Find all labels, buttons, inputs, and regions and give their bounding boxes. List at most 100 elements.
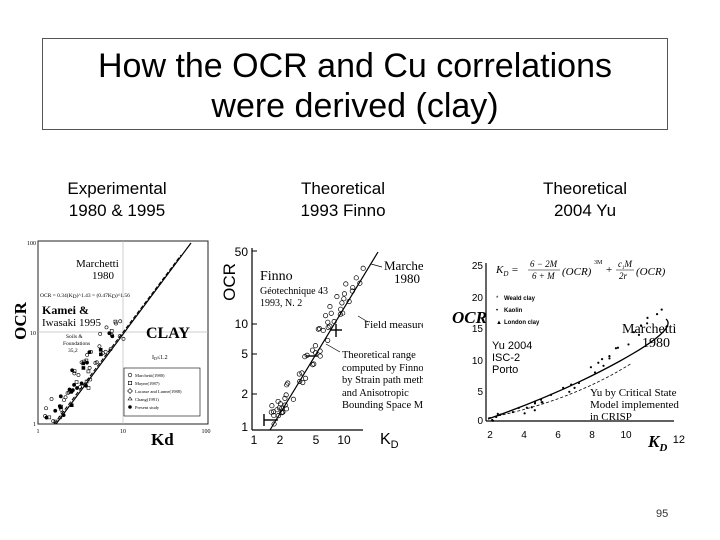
p2-data-point (309, 347, 316, 353)
p3-eq-plus: + (606, 264, 612, 276)
p3-data-point (602, 364, 605, 367)
p2-data-point (297, 378, 303, 384)
p1-data-point (114, 321, 118, 326)
p1-data-point (49, 397, 54, 401)
p3-equation: KD = (495, 264, 519, 278)
column-label-experimental: Experimental 1980 & 1995 (67, 179, 167, 220)
p2-data-point (310, 362, 316, 368)
p3-eq-ocr1: (OCR) (562, 266, 592, 278)
p2-data-point (349, 288, 355, 294)
p1-data-point (51, 419, 56, 424)
p3-yu-3: Porto (492, 364, 518, 376)
p3-data-point (593, 371, 597, 374)
p1-data-point (61, 413, 66, 418)
p1-data-point (67, 387, 72, 392)
p2-data-point (269, 403, 275, 409)
p2-data-point (338, 306, 344, 312)
p1-ylabel: OCR (11, 301, 30, 340)
p1-legend-item-2: Mayne(1987) (135, 381, 160, 386)
p3-legend: * Weald clay • Kaolin ▲ London clay (496, 296, 540, 326)
p1-id-condition: ID≤1.2 (152, 355, 168, 361)
p2-xtick-2: 2 (277, 433, 284, 447)
p3-eq-exp1: 3M (594, 260, 603, 266)
p2-xtick-10: 10 (337, 433, 351, 447)
p3-data-point (499, 413, 502, 416)
p2-xtick-1: 1 (251, 433, 258, 447)
p3-marchetti-label: Marchetti (622, 322, 677, 337)
p1-data-point (79, 360, 84, 365)
p2-data-point (316, 325, 323, 332)
p1-data-point (84, 383, 88, 388)
p2-data-point (313, 350, 319, 356)
p2-data-point (331, 319, 337, 325)
p1-data-point (109, 329, 114, 333)
p2-data-point (341, 291, 347, 297)
p1-data-point (75, 386, 79, 390)
p2-data-point (271, 421, 277, 427)
p2-theory-1: Theoretical range (342, 350, 416, 361)
p2-ylabel: OCR (220, 263, 239, 301)
p1-data-point (72, 382, 76, 387)
p3-xticks: 2 4 6 8 10 12 (487, 430, 685, 446)
p1-data-point (104, 325, 109, 330)
p3-legend-item-2: Kaolin (504, 308, 523, 314)
p2-marchetti-line (269, 251, 379, 431)
p3-data-point (539, 398, 543, 401)
p3-csm-1: Yu by Critical State (590, 387, 677, 399)
p2-data-point (299, 370, 305, 376)
p3-scatter (491, 308, 663, 422)
p2-data-point (343, 281, 349, 287)
p2-ytick-2: 2 (241, 387, 248, 401)
p2-xticks: 1 2 5 10 (251, 433, 351, 447)
p2-field-label: Field measured (364, 319, 423, 331)
svg-text:•: • (496, 308, 498, 314)
p3-data-point (646, 322, 649, 325)
p3-data-point (533, 400, 537, 403)
p2-data-point (346, 299, 352, 305)
svg-text:*: * (496, 296, 499, 302)
p1-data-point (97, 344, 102, 349)
p3-yticks: 25 20 15 10 5 0 (472, 261, 484, 427)
p1-legend-item-4: Chang(1991) (135, 397, 159, 402)
svg-text:▲: ▲ (496, 320, 502, 326)
p3-data-point (496, 412, 499, 415)
p1-soils-3: 35,2 (68, 348, 78, 354)
p3-ytick-25: 25 (472, 261, 484, 272)
p3-data-point (540, 401, 543, 404)
p2-data-point (327, 304, 333, 310)
p1-data-point (87, 350, 92, 354)
p1-soils-1: Soils & (66, 334, 83, 340)
p3-eq-frac-bot: 6 + M (532, 271, 555, 281)
p1-data-point (84, 379, 89, 384)
p2-data-point (283, 392, 289, 398)
p3-data-point (640, 324, 643, 327)
column-label-finno: Theoretical 1993 Finno (300, 179, 386, 220)
p1-data-point (117, 334, 122, 339)
p3-data-point (562, 386, 565, 389)
p3-xtick-12: 12 (673, 434, 685, 446)
p2-data-point (360, 265, 366, 271)
p1-data-point (58, 394, 63, 399)
p3-data-point (597, 361, 600, 364)
p2-geotech-2: 1993, N. 2 (260, 298, 302, 309)
p3-xtick-4: 4 (521, 430, 527, 441)
p2-data-point (341, 296, 347, 302)
p3-ytick-10: 10 (472, 356, 484, 367)
p1-data-point (53, 419, 58, 424)
p2-scatter (268, 265, 366, 427)
p3-data-point (589, 366, 592, 369)
panel-finno: OCR 50 10 5 2 1 1 2 5 10 KD Finno Géotec… (220, 245, 423, 451)
p2-data-point (302, 375, 309, 381)
p2-data-point (296, 371, 302, 377)
p1-soils-2: Foundations (63, 341, 90, 347)
p1-marchetti-year: 1980 (92, 270, 115, 282)
p3-xtick-10: 10 (620, 430, 632, 441)
p1-data-point (94, 360, 99, 365)
p1-data-point (85, 360, 89, 365)
p1-data-point (53, 408, 58, 413)
p1-data-point (72, 369, 77, 374)
p2-finno-label: Finno (260, 269, 293, 284)
p1-xtick-100: 100 (202, 429, 211, 435)
p3-ytick-20: 20 (472, 293, 484, 304)
p2-data-point (323, 313, 329, 319)
